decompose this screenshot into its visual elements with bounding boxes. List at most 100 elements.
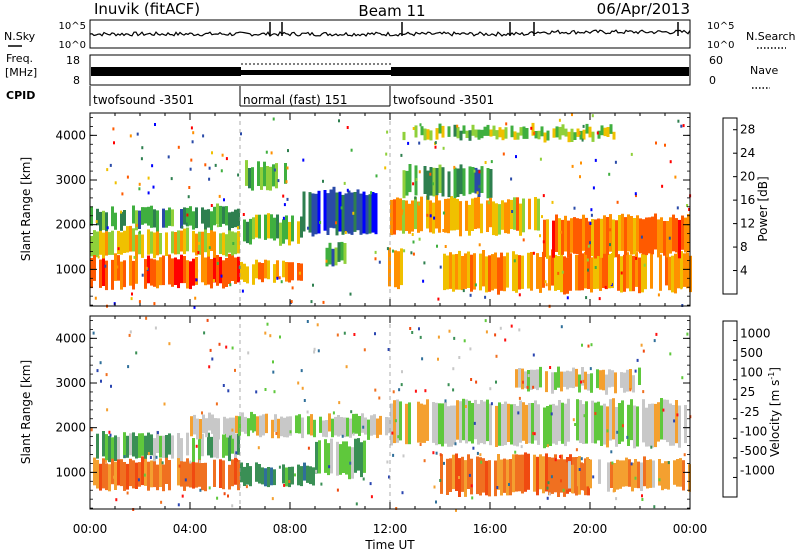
heatmap-cell (610, 461, 613, 488)
heatmap-cell (525, 404, 528, 444)
heatmap-cell (594, 402, 597, 444)
heatmap-speckle (571, 164, 574, 168)
heatmap-cell (643, 456, 646, 487)
heatmap-cell (543, 219, 546, 258)
heatmap-speckle (194, 296, 197, 300)
heatmap-cell (331, 248, 335, 267)
heatmap-cell (590, 373, 593, 393)
heatmap-cell (279, 222, 282, 246)
heatmap-cell (219, 459, 222, 488)
heatmap-speckle (414, 389, 417, 393)
cpid-segment-label: twofsound -3501 (393, 93, 494, 107)
heatmap-cell (228, 464, 231, 490)
heatmap-cell (258, 262, 261, 280)
heatmap-cell (452, 254, 455, 292)
heatmap-cell (591, 400, 594, 444)
heatmap-cell (111, 456, 114, 485)
heatmap-speckle (234, 368, 236, 372)
heatmap-cell (506, 252, 509, 288)
heatmap-speckle (106, 408, 109, 412)
colorbar-tick-label: 12 (740, 217, 755, 231)
heatmap-cell (566, 257, 569, 294)
heatmap-cell (548, 255, 551, 291)
heatmap-cell (207, 255, 210, 285)
colorbar-tick-label: 20 (740, 170, 755, 184)
heatmap-speckle (300, 369, 303, 373)
heatmap-cell (552, 128, 556, 138)
colorbar-tick-label: -100 (740, 424, 767, 438)
heatmap-cell (522, 198, 525, 233)
heatmap-speckle (480, 460, 483, 464)
heatmap-cell (479, 457, 482, 496)
heatmap-speckle (252, 429, 255, 433)
heatmap-cell (408, 402, 411, 445)
heatmap-cell (396, 399, 399, 443)
heatmap-speckle (286, 166, 289, 170)
heatmap-speckle (562, 488, 565, 492)
heatmap-cell (252, 264, 255, 285)
heatmap-cell (480, 203, 483, 234)
heatmap-cell (615, 407, 618, 447)
heatmap-speckle (328, 465, 331, 469)
nsky-tick-top: 10^5 (59, 21, 86, 32)
heatmap-cell (672, 214, 675, 252)
heatmap-cell (126, 463, 129, 490)
heatmap-cell (576, 399, 579, 441)
heatmap-cell (129, 225, 132, 252)
heatmap-speckle (227, 389, 230, 393)
heatmap-cell (576, 128, 580, 137)
heatmap-speckle (557, 271, 560, 275)
heatmap-speckle (549, 366, 552, 369)
heatmap-speckle (546, 486, 549, 490)
heatmap-cell (201, 253, 204, 283)
heatmap-speckle (206, 318, 209, 322)
heatmap-cell (123, 260, 126, 288)
heatmap-speckle (105, 459, 107, 463)
heatmap-cell (150, 434, 153, 456)
heatmap-speckle (352, 211, 355, 215)
heatmap-speckle (282, 216, 285, 220)
heatmap-cell (273, 469, 276, 486)
heatmap-speckle (100, 379, 102, 383)
heatmap-speckle (532, 353, 535, 357)
heatmap-cell (483, 401, 486, 445)
heatmap-cell (471, 167, 475, 193)
heatmap-cell (660, 398, 663, 440)
heatmap-speckle (415, 178, 418, 182)
heatmap-cell (126, 435, 129, 458)
heatmap-cell (602, 369, 605, 391)
heatmap-speckle (580, 457, 583, 461)
heatmap-cell (623, 372, 626, 393)
heatmap-cell (105, 260, 108, 291)
heatmap-cell (593, 251, 596, 289)
heatmap-speckle (105, 373, 108, 377)
heatmap-cell (441, 403, 444, 447)
heatmap-speckle (433, 216, 436, 220)
heatmap-speckle (604, 285, 607, 289)
heatmap-cell (558, 126, 562, 140)
heatmap-speckle (432, 451, 435, 455)
heatmap-speckle (215, 402, 218, 406)
nsky-tick-bottom: 10^0 (59, 40, 86, 51)
xtick-label: 00:00 (673, 522, 708, 536)
heatmap-cell (312, 467, 315, 486)
heatmap-cell (446, 255, 449, 290)
heatmap-cell (90, 257, 93, 289)
heatmap-cell (426, 129, 430, 140)
heatmap-cell (498, 402, 501, 446)
heatmap-cell (183, 207, 186, 225)
heatmap-cell (516, 405, 519, 447)
heatmap-cell (238, 416, 241, 436)
heatmap-speckle (407, 141, 410, 145)
heatmap-speckle (273, 390, 276, 394)
heatmap-cell (319, 416, 322, 433)
heatmap-cell (501, 200, 504, 230)
heatmap-speckle (287, 422, 290, 426)
heatmap-speckle (680, 124, 683, 128)
heatmap-speckle (458, 476, 460, 479)
heatmap-speckle (522, 238, 525, 242)
heatmap-speckle (195, 444, 198, 448)
heatmap-speckle (558, 118, 561, 122)
heatmap-speckle (386, 247, 389, 251)
xtick-label: 16:00 (473, 522, 508, 536)
